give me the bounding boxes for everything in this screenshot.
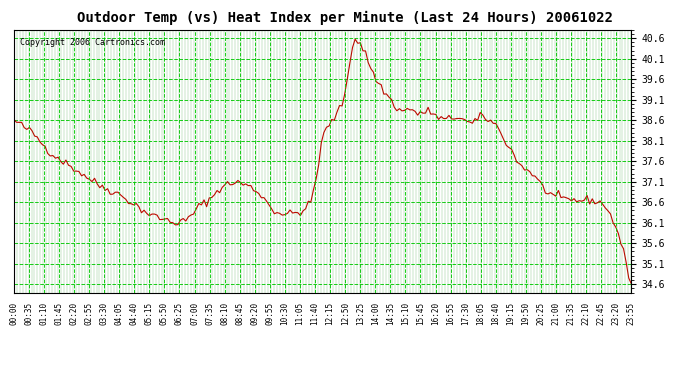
- Text: Copyright 2006 Cartronics.com: Copyright 2006 Cartronics.com: [20, 38, 165, 47]
- Text: Outdoor Temp (vs) Heat Index per Minute (Last 24 Hours) 20061022: Outdoor Temp (vs) Heat Index per Minute …: [77, 11, 613, 26]
